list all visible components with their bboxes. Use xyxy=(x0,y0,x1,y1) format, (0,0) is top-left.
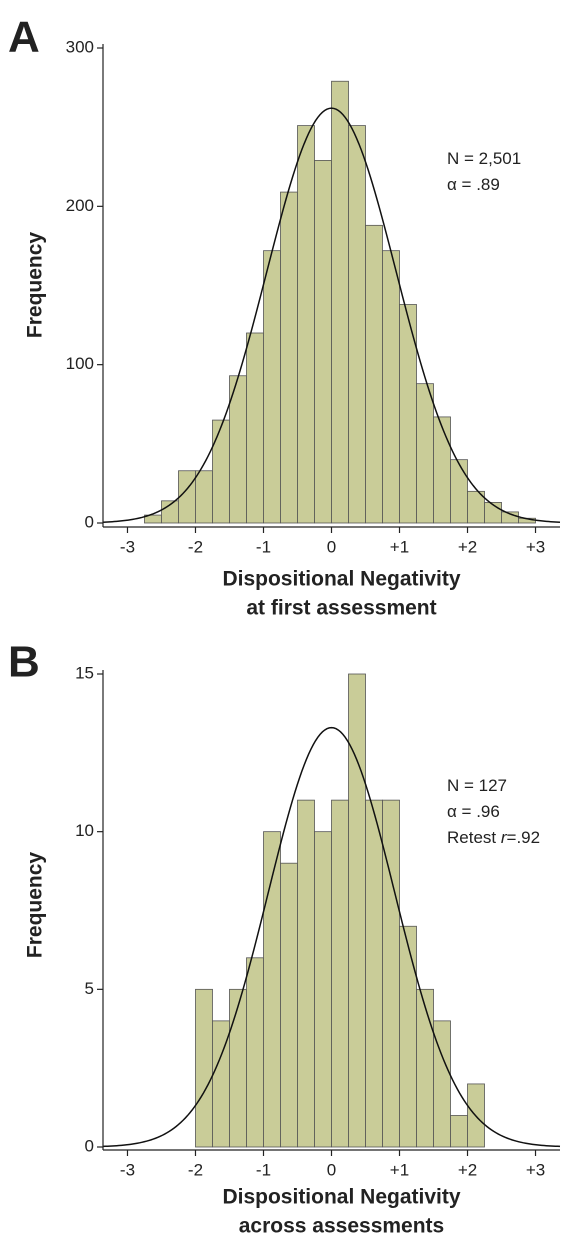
bar xyxy=(416,988,434,1148)
bar xyxy=(178,470,196,524)
bar xyxy=(331,80,349,524)
annotation: N = 2,501 xyxy=(447,149,521,168)
x-tick-label: +1 xyxy=(390,1160,409,1179)
bar xyxy=(263,250,281,524)
bar xyxy=(382,250,400,524)
x-tick-label: -3 xyxy=(120,1160,135,1179)
bar xyxy=(433,1020,451,1148)
bar xyxy=(348,125,366,524)
bar xyxy=(212,419,230,524)
x-axis-label: Dispositional Negativity xyxy=(222,568,460,591)
y-tick-label: 15 xyxy=(75,663,94,682)
annotation-part: α = .89 xyxy=(447,175,500,194)
bar xyxy=(280,191,298,524)
x-tick-label: -1 xyxy=(256,537,271,556)
x-axis-label: Dispositional Negativity xyxy=(222,1186,460,1209)
x-tick-label: -2 xyxy=(188,537,203,556)
bar xyxy=(297,125,315,524)
y-tick-label: 5 xyxy=(85,979,94,998)
panel-letter: B xyxy=(8,638,40,687)
annotation-part: Retest xyxy=(447,828,501,847)
bar xyxy=(433,416,451,524)
y-tick-label: 100 xyxy=(66,354,94,373)
fit-curve xyxy=(102,726,561,1148)
x-axis-label: across assessments xyxy=(239,1215,444,1238)
panel-letter: A xyxy=(8,13,40,62)
x-tick-label: -2 xyxy=(188,1160,203,1179)
x-axis-label: at first assessment xyxy=(246,597,436,620)
annotation: Retest r=.92 xyxy=(447,828,540,847)
bar xyxy=(399,925,417,1148)
y-axis-label: Frequency xyxy=(24,852,47,959)
y-tick-label: 10 xyxy=(75,821,94,840)
y-tick-label: 0 xyxy=(85,512,94,531)
y-tick-label: 300 xyxy=(66,37,94,56)
x-tick-label: +2 xyxy=(458,537,477,556)
bar xyxy=(246,957,264,1148)
y-tick-label: 0 xyxy=(85,1136,94,1155)
bar xyxy=(314,160,332,524)
annotation-part: N = 127 xyxy=(447,776,507,795)
bar xyxy=(195,470,213,524)
fit-curve xyxy=(102,107,561,523)
x-tick-label: +3 xyxy=(526,537,545,556)
x-tick-label: +2 xyxy=(458,1160,477,1179)
bar xyxy=(229,988,247,1148)
annotation: α = .96 xyxy=(447,802,500,821)
x-tick-label: +1 xyxy=(390,537,409,556)
annotation-part: N = 2,501 xyxy=(447,149,521,168)
annotation-part: r xyxy=(501,828,508,847)
x-tick-label: -3 xyxy=(120,537,135,556)
bar xyxy=(280,862,298,1148)
bar xyxy=(297,799,315,1148)
bar xyxy=(195,988,213,1148)
bar xyxy=(246,332,264,524)
bar xyxy=(348,673,366,1148)
bar xyxy=(365,224,383,524)
annotation-part: =.92 xyxy=(507,828,541,847)
bar xyxy=(416,383,434,524)
x-tick-label: 0 xyxy=(327,537,336,556)
annotation: N = 127 xyxy=(447,776,507,795)
bar xyxy=(450,459,468,524)
x-tick-label: 0 xyxy=(327,1160,336,1179)
y-axis-label: Frequency xyxy=(24,232,47,339)
annotation: α = .89 xyxy=(447,175,500,194)
bar xyxy=(365,799,383,1148)
bar xyxy=(314,831,332,1148)
x-tick-label: -1 xyxy=(256,1160,271,1179)
x-tick-label: +3 xyxy=(526,1160,545,1179)
bar xyxy=(450,1115,468,1148)
annotation-part: α = .96 xyxy=(447,802,500,821)
y-tick-label: 200 xyxy=(66,196,94,215)
bar xyxy=(331,799,349,1148)
